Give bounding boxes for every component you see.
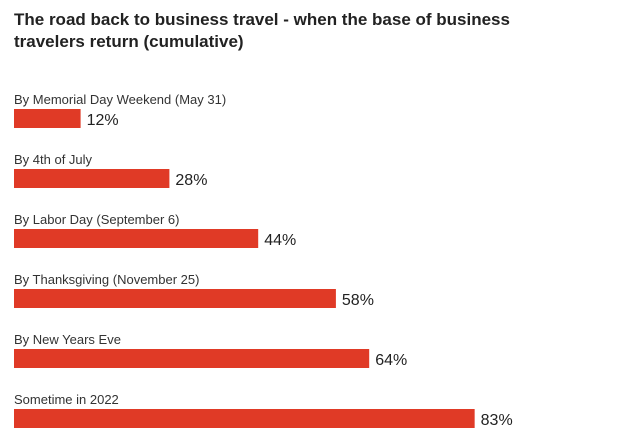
category-label: By New Years Eve <box>14 332 121 347</box>
bar <box>14 409 475 428</box>
category-label: By Labor Day (September 6) <box>14 212 179 227</box>
value-label: 28% <box>175 172 207 189</box>
bar <box>14 349 370 368</box>
bar <box>14 109 81 128</box>
category-label: Sometime in 2022 <box>14 392 119 407</box>
value-label: 83% <box>481 412 513 429</box>
value-label: 12% <box>87 112 119 129</box>
value-label: 44% <box>264 232 296 249</box>
value-label: 58% <box>342 292 374 309</box>
bar <box>14 169 170 188</box>
category-label: By Memorial Day Weekend (May 31) <box>14 92 226 107</box>
category-label: By 4th of July <box>14 152 93 167</box>
bar <box>14 229 259 248</box>
chart-title: The road back to business travel - when … <box>14 10 510 51</box>
category-label: By Thanksgiving (November 25) <box>14 272 199 287</box>
value-label: 64% <box>375 352 407 369</box>
bar <box>14 289 336 308</box>
